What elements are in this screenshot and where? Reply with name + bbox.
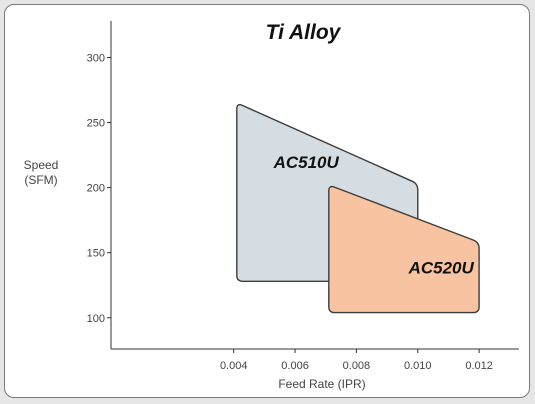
region-label-ac520u: AC520U — [408, 259, 475, 278]
y-tick-label: 200 — [87, 183, 105, 195]
x-tick-label: 0.010 — [404, 360, 432, 372]
y-tick-label: 150 — [87, 248, 105, 260]
y-axis-title-line-1: Speed — [24, 158, 59, 172]
x-tick-label: 0.004 — [220, 360, 248, 372]
x-tick-label: 0.008 — [343, 360, 371, 372]
x-tick-label: 0.012 — [465, 360, 493, 372]
y-tick-label: 100 — [87, 313, 105, 325]
y-tick-label: 300 — [87, 52, 105, 64]
x-axis-title: Feed Rate (IPR) — [278, 377, 365, 391]
region-label-ac510u: AC510U — [273, 153, 340, 172]
chart-title: Ti Alloy — [266, 21, 342, 44]
region-ac520u — [328, 185, 480, 314]
y-axis-title-line-2: (SFM) — [24, 173, 57, 187]
x-tick-label: 0.006 — [281, 360, 309, 372]
chart-svg: 100 150 200 250 300 0.004 0.006 0.008 0.010 0.012… — [24, 21, 519, 391]
chart-frame: 100 150 200 250 300 0.004 0.006 0.008 0.010 0.012… — [4, 4, 530, 398]
y-tick-label: 250 — [87, 118, 105, 130]
